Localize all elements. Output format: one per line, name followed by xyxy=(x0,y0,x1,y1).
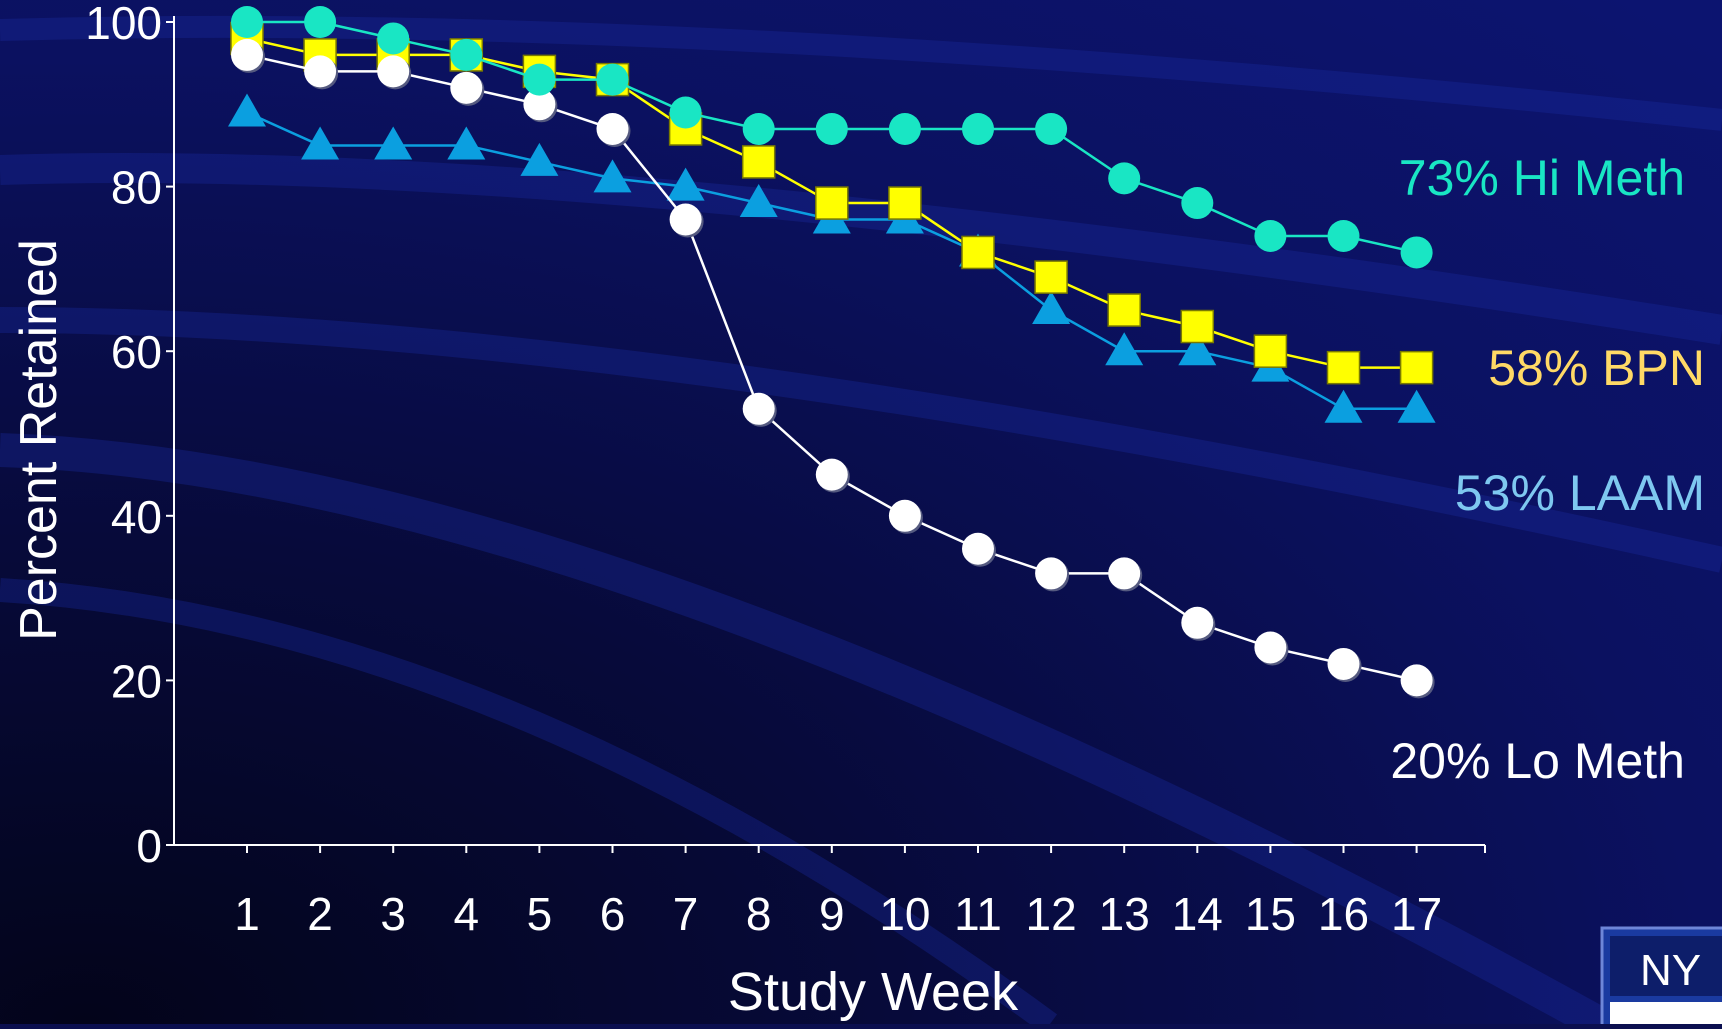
data-point xyxy=(1254,631,1287,664)
data-point xyxy=(1181,187,1214,220)
data-point xyxy=(523,63,556,96)
data-point xyxy=(1324,389,1363,423)
x-tick-label: 6 xyxy=(600,888,626,940)
data-point xyxy=(1253,334,1288,368)
y-tick-label: 100 xyxy=(85,0,162,49)
data-point xyxy=(1181,606,1214,639)
series-layer xyxy=(228,6,1436,699)
series-3 xyxy=(231,38,1435,699)
data-point xyxy=(1105,332,1144,366)
y-axis-label: Percent Retained xyxy=(10,239,68,641)
series-annotation: 58% BPN xyxy=(1488,340,1705,396)
data-point xyxy=(1035,112,1068,145)
data-point xyxy=(447,126,486,160)
data-point xyxy=(669,203,702,236)
series-annotation: 53% LAAM xyxy=(1455,465,1705,521)
data-point xyxy=(231,6,263,38)
data-point xyxy=(596,112,629,145)
data-point xyxy=(962,532,994,565)
data-point xyxy=(1326,350,1361,385)
data-point xyxy=(888,499,921,532)
data-point xyxy=(1107,293,1141,327)
x-tick-label: 11 xyxy=(954,888,1002,940)
y-tick-label: 20 xyxy=(111,655,162,707)
data-point xyxy=(304,6,337,38)
x-tick-label: 7 xyxy=(673,888,699,940)
x-tick-label: 3 xyxy=(380,888,406,940)
y-tick-label: 40 xyxy=(111,491,162,543)
logo-text: NY xyxy=(1640,946,1701,995)
data-point xyxy=(1178,332,1217,366)
x-tick-label: 17 xyxy=(1391,888,1442,940)
data-point xyxy=(593,159,632,193)
x-tick-label: 8 xyxy=(746,888,772,940)
data-point xyxy=(374,126,413,160)
x-tick-label: 1 xyxy=(234,888,260,940)
data-point xyxy=(1399,350,1434,385)
x-tick-label: 15 xyxy=(1245,888,1296,940)
x-tick-label: 12 xyxy=(1026,888,1077,940)
data-point xyxy=(1034,260,1068,294)
data-point xyxy=(815,112,848,145)
data-point xyxy=(888,112,921,145)
data-point xyxy=(888,186,922,220)
data-point xyxy=(1327,219,1360,252)
data-point xyxy=(1400,236,1433,269)
data-point xyxy=(520,142,559,176)
y-tick-label: 0 xyxy=(136,820,162,872)
data-point xyxy=(1108,162,1141,195)
data-point xyxy=(815,186,849,220)
x-tick-label: 10 xyxy=(879,888,930,940)
data-point xyxy=(739,184,778,218)
x-tick-label: 14 xyxy=(1172,888,1223,940)
data-point xyxy=(1035,557,1068,590)
data-point xyxy=(666,167,705,201)
data-point xyxy=(596,63,629,96)
data-point xyxy=(1254,219,1287,252)
data-point xyxy=(377,22,410,55)
y-tick-label: 80 xyxy=(111,162,162,214)
annotation-layer: 73% Hi Meth 58% BPN 53% LAAM 20% Lo Meth xyxy=(1390,150,1705,789)
data-point xyxy=(742,112,775,145)
data-point xyxy=(741,145,776,179)
data-point xyxy=(450,71,483,104)
data-point xyxy=(815,458,848,491)
x-tick-label: 5 xyxy=(527,888,553,940)
data-point xyxy=(1327,647,1360,680)
data-point xyxy=(301,126,340,160)
data-point xyxy=(962,112,994,145)
data-point xyxy=(228,93,266,127)
data-point xyxy=(304,55,337,88)
data-point xyxy=(377,55,410,88)
series-annotation: 20% Lo Meth xyxy=(1390,733,1685,789)
x-tick-label: 13 xyxy=(1099,888,1150,940)
series-0 xyxy=(231,6,1433,269)
y-tick-label: 60 xyxy=(111,326,162,378)
x-tick-label: 4 xyxy=(454,888,480,940)
x-tick-label: 16 xyxy=(1318,888,1369,940)
data-point xyxy=(742,392,775,425)
data-point xyxy=(1397,389,1436,423)
logo: NY xyxy=(1600,926,1722,1029)
background-swooshes xyxy=(0,15,1722,1029)
data-point xyxy=(1180,309,1215,344)
data-point xyxy=(669,96,702,129)
x-tick-label: 2 xyxy=(307,888,333,940)
x-tick-label: 9 xyxy=(819,888,845,940)
x-axis-label: Study Week xyxy=(728,962,1019,1022)
data-point xyxy=(1032,291,1071,325)
data-point xyxy=(1108,557,1141,590)
data-point xyxy=(231,38,263,71)
data-point xyxy=(523,88,556,121)
series-annotation: 73% Hi Meth xyxy=(1399,150,1685,206)
data-point xyxy=(450,38,483,71)
data-point xyxy=(961,235,995,270)
data-point xyxy=(1400,664,1433,697)
